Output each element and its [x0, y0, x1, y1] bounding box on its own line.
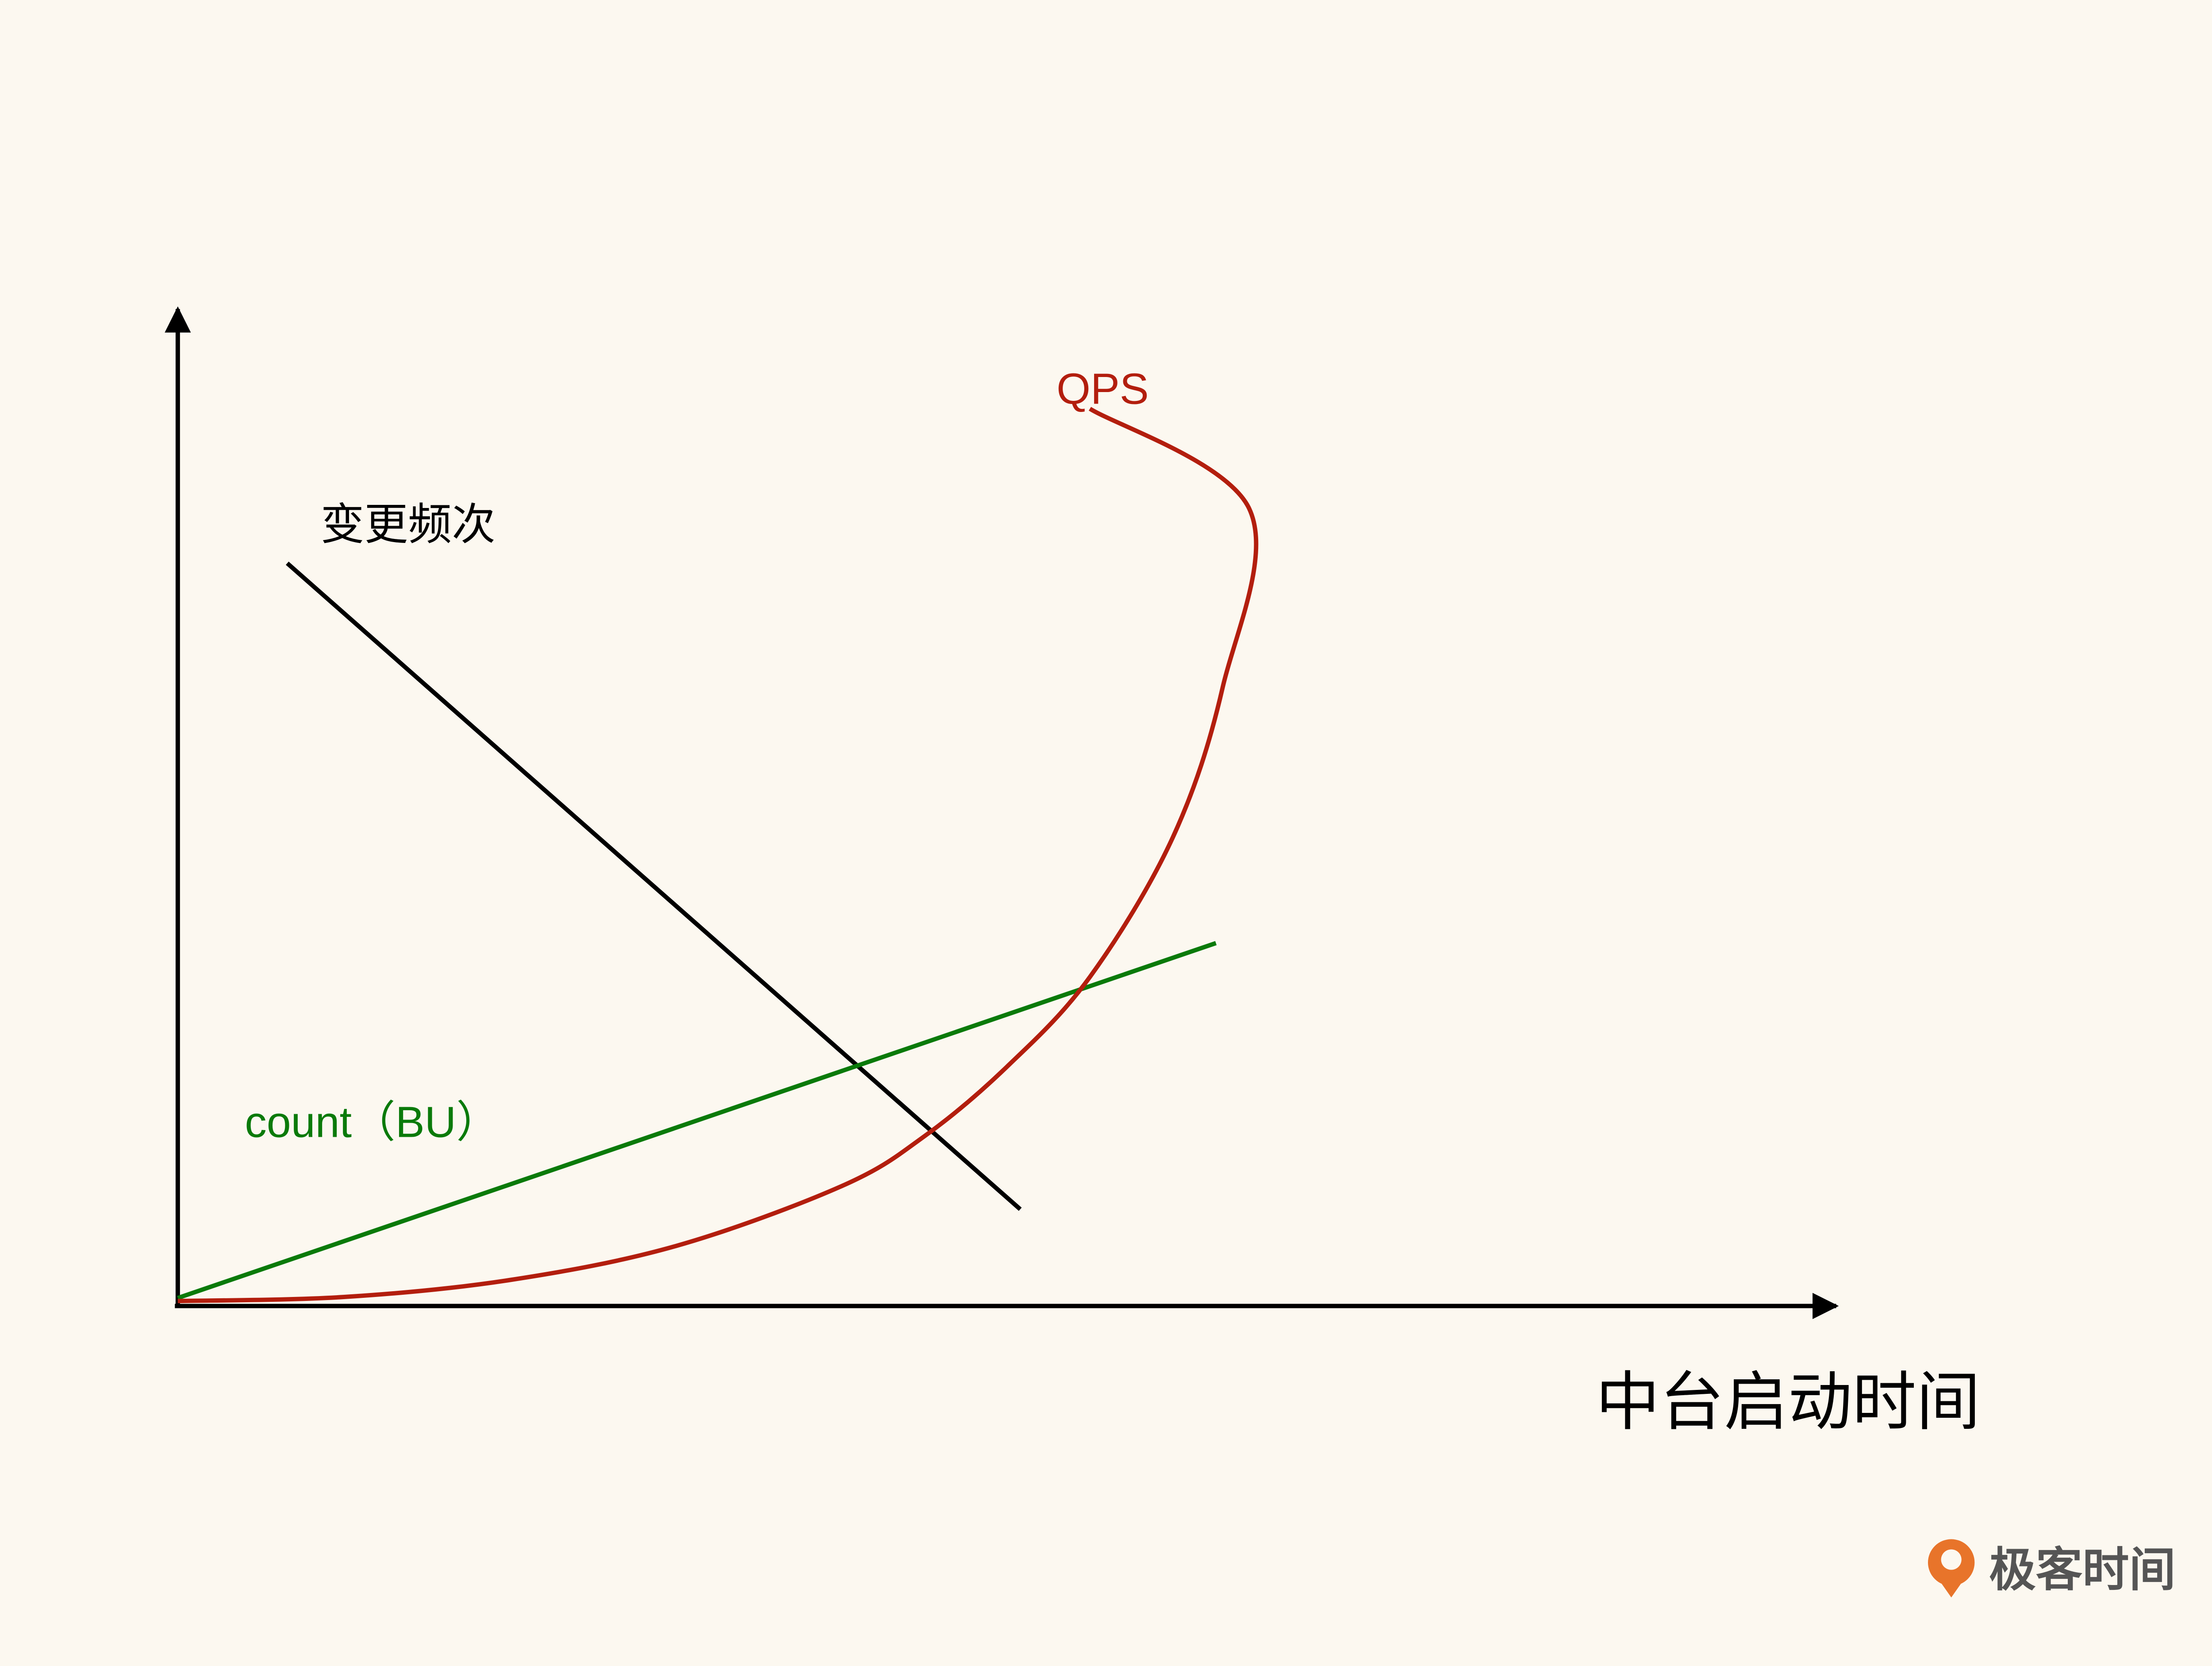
series-label-qps: QPS [1056, 364, 1149, 413]
logo-text: 极客时间 [1989, 1543, 2176, 1597]
series-labels: 变更频次 count（BU） QPS [245, 364, 1148, 1146]
series-line-change-frequency [286, 562, 1022, 1211]
axes [165, 306, 1839, 1320]
series-line-qps [177, 407, 1259, 1304]
series-label-count-bu: count（BU） [245, 1097, 500, 1146]
series-label-change-frequency: 变更频次 [321, 499, 495, 550]
logo-icon [1928, 1539, 1975, 1598]
series-layer [177, 407, 1259, 1304]
series-line-count-bu [177, 941, 1217, 1300]
x-axis-label: 中台启动时间 [1596, 1365, 1981, 1439]
logo: 极客时间 [1928, 1539, 2176, 1598]
